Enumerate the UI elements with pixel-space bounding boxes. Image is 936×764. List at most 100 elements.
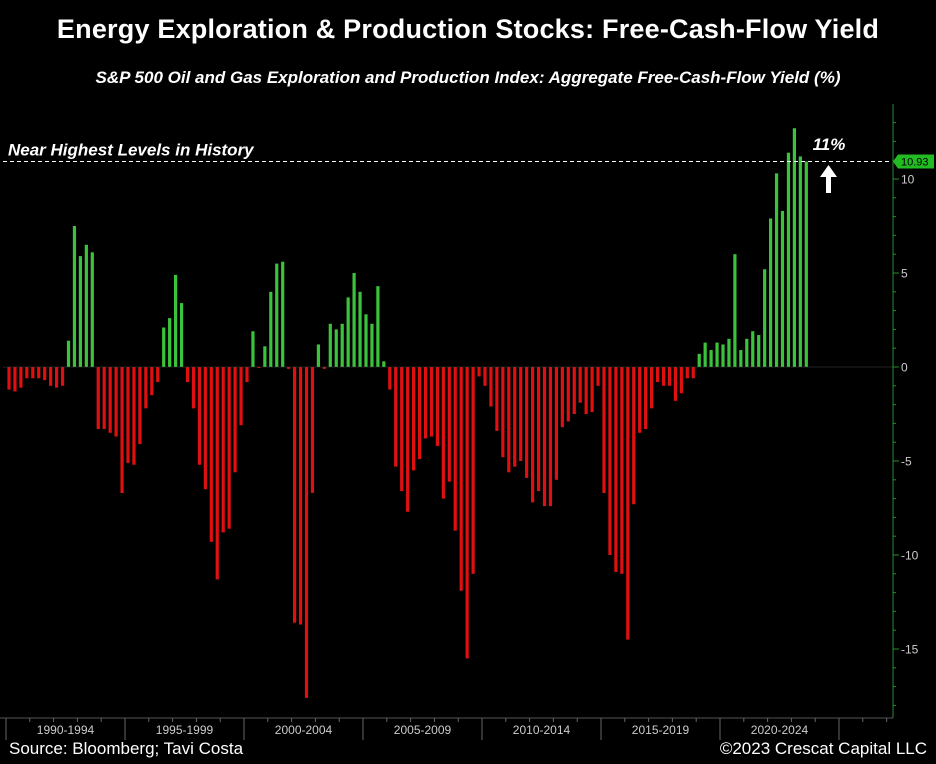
bar-negative	[43, 367, 47, 381]
bar-negative	[644, 367, 648, 430]
bar-positive	[733, 254, 737, 367]
bar-positive	[90, 252, 94, 367]
bar-positive	[804, 161, 808, 367]
bar-negative	[400, 367, 404, 492]
bar-negative	[138, 367, 142, 445]
y-tick-label: 5	[901, 267, 908, 281]
bar-negative	[614, 367, 618, 572]
bar-positive	[352, 273, 356, 367]
bar-positive	[84, 244, 88, 367]
copyright-note: ©2023 Crescat Capital LLC	[719, 739, 927, 758]
bar-negative	[322, 367, 326, 369]
bar-negative	[304, 367, 309, 698]
bar-negative	[673, 367, 677, 401]
bar-positive	[275, 263, 279, 367]
bar-positive	[269, 291, 273, 367]
bar-negative	[566, 367, 570, 422]
last-value-badge: 10.93	[893, 154, 934, 169]
bar-negative	[96, 367, 100, 430]
bar-negative	[667, 367, 672, 386]
bar-negative	[632, 367, 636, 505]
bar-positive	[358, 291, 362, 367]
last-value-label: 10.93	[901, 157, 929, 169]
bar-negative	[49, 367, 53, 386]
bar-positive	[709, 350, 713, 367]
bar-positive	[798, 156, 802, 367]
bar-negative	[489, 367, 493, 407]
bar-negative	[691, 367, 695, 379]
bar-negative	[483, 367, 487, 386]
annotation-label: 11%	[813, 135, 846, 154]
bar-negative	[596, 367, 600, 386]
bar-negative	[620, 367, 624, 574]
bar-negative	[513, 367, 517, 467]
bar-negative	[144, 367, 148, 409]
bar-positive	[792, 128, 796, 367]
bar-positive	[334, 329, 338, 367]
y-tick-label: -15	[901, 643, 919, 657]
bar-negative	[679, 367, 683, 394]
x-period-label: 2000-2004	[275, 723, 333, 737]
bar-negative	[406, 367, 410, 512]
bar-negative	[197, 367, 201, 465]
bar-negative	[584, 367, 588, 414]
bar-negative	[298, 367, 303, 625]
bar-negative	[287, 367, 291, 369]
bar-negative	[572, 367, 576, 414]
bar-negative	[209, 367, 213, 542]
bar-negative	[37, 367, 41, 379]
bar-negative	[114, 367, 118, 437]
y-tick-label: 10	[901, 173, 915, 187]
bar-positive	[703, 342, 707, 367]
bar-negative	[126, 367, 130, 463]
bars-layer	[7, 128, 808, 698]
bar-positive	[72, 226, 77, 367]
bar-negative	[590, 367, 594, 413]
bar-negative	[447, 367, 451, 482]
bar-negative	[501, 367, 505, 458]
bar-negative	[203, 367, 207, 490]
bar-positive	[162, 327, 166, 367]
arrow-shaft	[826, 176, 831, 193]
bar-negative	[227, 367, 231, 529]
bar-negative	[531, 367, 535, 503]
x-period-label: 1995-1999	[156, 723, 214, 737]
bar-negative	[453, 367, 457, 531]
bar-positive	[263, 346, 267, 367]
bar-positive	[780, 210, 785, 367]
chart-subtitle: S&P 500 Oil and Gas Exploration and Prod…	[95, 68, 841, 87]
x-period-label: 1990-1994	[37, 723, 95, 737]
bar-negative	[495, 367, 499, 431]
bar-negative	[394, 367, 398, 467]
y-tick-label: -5	[901, 455, 912, 469]
bar-positive	[78, 256, 82, 367]
bar-negative	[233, 367, 237, 473]
reference-line-label: Near Highest Levels in History	[8, 141, 255, 160]
bar-negative	[60, 367, 65, 386]
bar-negative	[554, 367, 558, 480]
bar-negative	[108, 367, 112, 433]
bar-positive	[739, 350, 743, 367]
bar-negative	[536, 367, 541, 492]
y-tick-label: 0	[901, 361, 908, 375]
bar-positive	[66, 340, 71, 367]
bar-positive	[751, 331, 755, 367]
bar-negative	[417, 367, 422, 460]
up-arrow-icon	[820, 165, 837, 193]
bar-positive	[316, 344, 320, 367]
x-axis: 1990-1994 1995-1999 2000-2004 2005-2009 2010…	[0, 717, 893, 740]
bar-negative	[191, 367, 196, 409]
bar-negative	[542, 367, 547, 507]
bar-negative	[608, 367, 612, 555]
bar-positive	[174, 274, 178, 367]
chart-title: Energy Exploration & Production Stocks: …	[56, 14, 880, 44]
bar-negative	[423, 367, 428, 439]
y-tick-label: -10	[901, 549, 919, 563]
bar-negative	[429, 367, 434, 437]
bar-positive	[763, 269, 767, 367]
bar-negative	[441, 367, 445, 499]
bar-negative	[435, 367, 439, 446]
bar-negative	[132, 367, 136, 465]
bar-negative	[465, 367, 469, 659]
bar-negative	[507, 367, 511, 473]
